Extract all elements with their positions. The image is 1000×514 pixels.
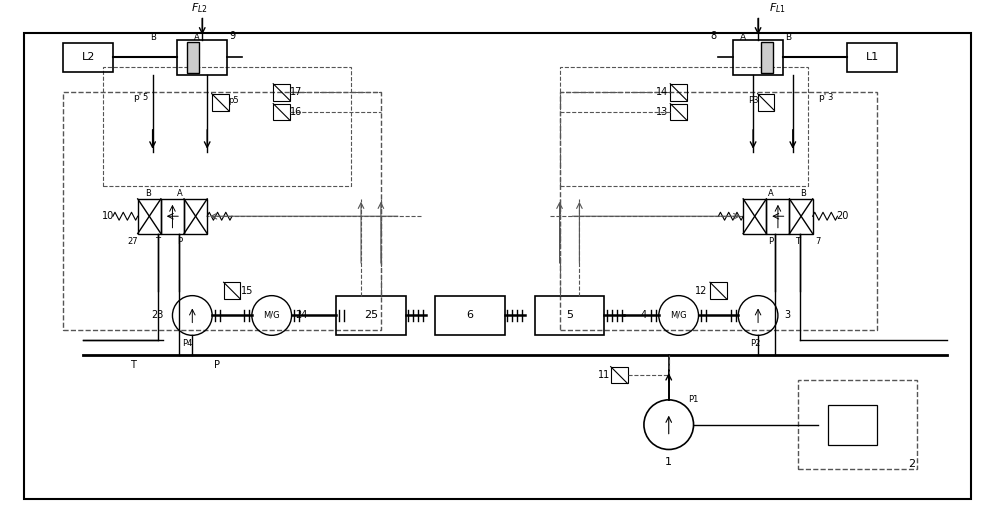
Text: 10: 10	[102, 211, 114, 221]
Text: 3: 3	[785, 310, 791, 321]
Text: 7: 7	[815, 236, 820, 246]
Bar	[63, 92, 381, 331]
Text: 14: 14	[656, 87, 668, 97]
Bar	[670, 104, 687, 120]
Text: T: T	[130, 360, 136, 370]
Text: B: B	[785, 33, 791, 42]
Text: 24: 24	[295, 310, 308, 321]
Text: 1: 1	[665, 457, 672, 467]
Text: L1: L1	[866, 52, 879, 62]
Text: 25: 25	[364, 310, 378, 321]
Text: L2: L2	[81, 52, 95, 62]
Text: 15: 15	[241, 286, 253, 296]
Text: P: P	[768, 236, 774, 246]
Text: 16: 16	[290, 107, 303, 117]
Bar	[789, 199, 813, 233]
Bar	[103, 67, 351, 187]
Bar	[670, 84, 687, 101]
Text: 23: 23	[151, 310, 164, 321]
Text: 27: 27	[127, 236, 138, 246]
Text: 9: 9	[229, 30, 235, 41]
Text: T: T	[155, 236, 160, 246]
Bar	[138, 199, 161, 233]
Bar	[212, 94, 229, 111]
Bar	[535, 296, 604, 335]
Text: p': p'	[818, 93, 827, 102]
Bar	[224, 282, 240, 299]
Text: 5: 5	[566, 310, 573, 321]
Text: M/G: M/G	[670, 311, 687, 320]
Text: $F_{L1}$: $F_{L1}$	[769, 1, 786, 15]
Bar	[798, 380, 917, 469]
Bar	[710, 282, 727, 299]
Bar	[161, 199, 184, 233]
Text: 2: 2	[908, 460, 915, 469]
Text: 4: 4	[641, 310, 647, 321]
Bar	[63, 43, 113, 72]
Bar	[177, 40, 227, 75]
Text: A: A	[177, 189, 182, 198]
Text: $F_{L2}$: $F_{L2}$	[191, 1, 208, 15]
Text: M/G: M/G	[263, 311, 280, 320]
Text: P3: P3	[748, 96, 758, 105]
Bar	[184, 199, 207, 233]
Text: 13: 13	[656, 107, 668, 117]
Text: B: B	[800, 189, 806, 198]
Text: p': p'	[134, 93, 142, 102]
Text: P2: P2	[750, 339, 760, 348]
Text: A: A	[194, 33, 200, 42]
Bar	[847, 43, 897, 72]
Text: 12: 12	[695, 286, 708, 296]
Text: P1: P1	[688, 395, 699, 405]
Bar	[761, 42, 773, 74]
Bar	[187, 42, 199, 74]
Text: 8: 8	[710, 30, 716, 41]
Text: A: A	[768, 189, 774, 198]
Bar	[743, 199, 766, 233]
Text: A: A	[740, 33, 746, 42]
Bar	[560, 92, 877, 331]
Text: 20: 20	[836, 211, 849, 221]
Text: T: T	[795, 236, 800, 246]
Text: 6: 6	[467, 310, 474, 321]
Text: P: P	[214, 360, 220, 370]
Text: P4: P4	[182, 339, 193, 348]
Text: 17: 17	[290, 87, 303, 97]
Text: P: P	[177, 236, 182, 246]
Bar	[336, 296, 406, 335]
Bar	[273, 104, 290, 120]
Text: p5: p5	[229, 96, 239, 105]
Text: 11: 11	[598, 370, 610, 380]
Bar	[733, 40, 783, 75]
Bar	[611, 366, 628, 383]
Bar	[560, 67, 808, 187]
Bar	[828, 405, 877, 445]
Text: B: B	[150, 33, 156, 42]
Bar	[758, 94, 774, 111]
Bar	[435, 296, 505, 335]
Bar	[273, 84, 290, 101]
Text: B: B	[145, 189, 151, 198]
Text: 3: 3	[827, 93, 832, 102]
Bar	[766, 199, 789, 233]
Text: 5: 5	[142, 93, 147, 102]
